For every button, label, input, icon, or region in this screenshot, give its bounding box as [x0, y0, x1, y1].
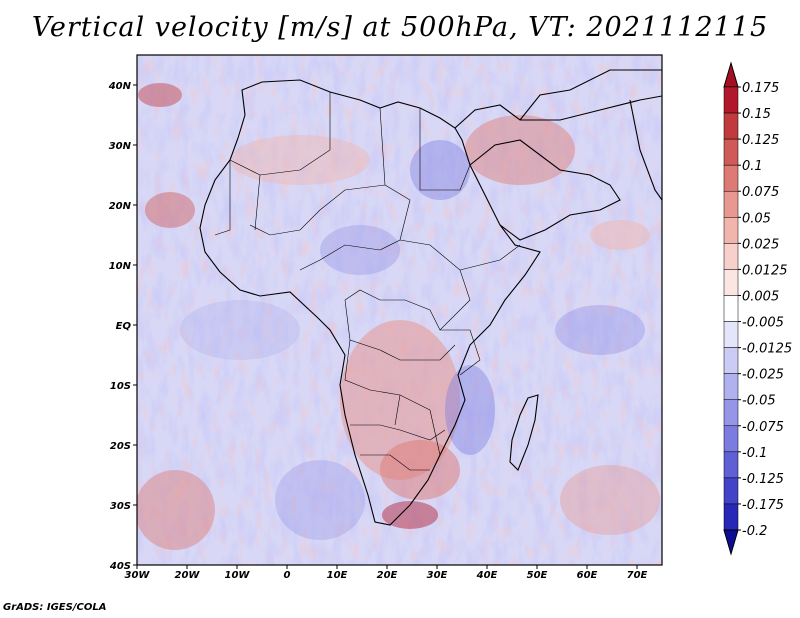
lon-tick-label: 70E: [627, 570, 648, 581]
lat-tick-label: 40S: [109, 561, 131, 572]
colorbar-label: 0.175: [742, 81, 779, 96]
country-borders: [214, 92, 521, 471]
lat-tick-label: 30S: [110, 501, 131, 512]
colorbar-label: -0.175: [742, 498, 784, 513]
colorbar-label: 0.1: [742, 159, 763, 174]
colorbar-segment: [723, 399, 739, 427]
lat-tick-label: EQ: [116, 321, 132, 332]
colorbar-segment: [723, 190, 739, 218]
plot-title: Vertical velocity [m/s] at 500hPa, VT: 2…: [31, 12, 769, 43]
colorbar-segment: [723, 86, 739, 114]
lon-tick-label: 50E: [527, 570, 548, 581]
lon-tick-label: 10E: [327, 570, 348, 581]
lon-tick-label: 30E: [427, 570, 448, 581]
lat-tick-label: 10S: [110, 381, 131, 392]
colorbar-segment: [723, 295, 739, 322]
colorbar-label: 0.15: [742, 107, 771, 122]
colorbar-label: 0.0125: [742, 263, 788, 278]
lon-tick-label: 20E: [377, 570, 398, 581]
colorbar-label: 0.005: [742, 289, 779, 304]
colorbar-segment: [723, 321, 739, 348]
colorbar-segment: [723, 477, 739, 505]
colorbar-segment: [723, 138, 739, 166]
colorbar-label: 0.075: [742, 185, 779, 200]
colorbar-segment: [723, 373, 739, 400]
latitude-ticks: 40S 30S 20S 10S EQ 10N 20N 30N 40N: [108, 81, 137, 572]
lat-tick-label: 20S: [110, 441, 131, 452]
colorbar-label: -0.025: [742, 368, 784, 383]
longitude-ticks: 30W 20W 10W 0 10E 20E 30E 40E 50E 60E 70E: [125, 565, 648, 581]
lon-tick-label: 40E: [476, 570, 498, 581]
colorbar-segment: [723, 243, 739, 270]
colorbar-segment: [723, 425, 739, 453]
colorbar-label: 0.025: [742, 237, 779, 252]
colorbar-label: 0.125: [742, 133, 779, 148]
colorbar-label: -0.0125: [742, 342, 792, 357]
grads-credit: GrADS: IGES/COLA: [3, 602, 107, 613]
colorbar-segment: [723, 451, 739, 479]
lon-tick-label: 20W: [175, 570, 201, 581]
colorbar-label: -0.2: [742, 524, 767, 539]
colorbar-segment: [723, 503, 739, 531]
lon-tick-label: 30W: [125, 570, 151, 581]
colorbar-label: -0.05: [742, 394, 776, 409]
lat-tick-label: 40N: [108, 81, 132, 92]
colorbar-segment: [723, 269, 739, 296]
map-frame: [136, 54, 663, 566]
velocity-field: [137, 55, 662, 565]
lon-tick-label: 60E: [577, 570, 598, 581]
lat-tick-label: 10N: [109, 261, 132, 272]
lon-tick-label: 0: [284, 570, 291, 581]
colorbar-segment: [723, 112, 739, 140]
lat-tick-label: 20N: [109, 201, 132, 212]
colorbar-label: -0.125: [742, 472, 784, 487]
colorbar-label: 0.05: [742, 211, 771, 226]
colorbar-segment: [723, 217, 739, 244]
colorbar: 0.175 0.15 0.125 0.1 0.075 0.05 0.025 0.0125 0.0…: [723, 61, 792, 556]
colorbar-segment: [723, 164, 739, 192]
colorbar-top-arrow: [723, 61, 739, 88]
colorbar-segment: [723, 347, 739, 374]
lon-tick-label: 10W: [225, 570, 251, 581]
lat-tick-label: 30N: [109, 141, 132, 152]
colorbar-label: -0.1: [742, 446, 767, 461]
colorbar-label: -0.005: [742, 316, 784, 331]
colorbar-label: -0.075: [742, 420, 784, 435]
colorbar-bottom-arrow: [723, 529, 739, 556]
